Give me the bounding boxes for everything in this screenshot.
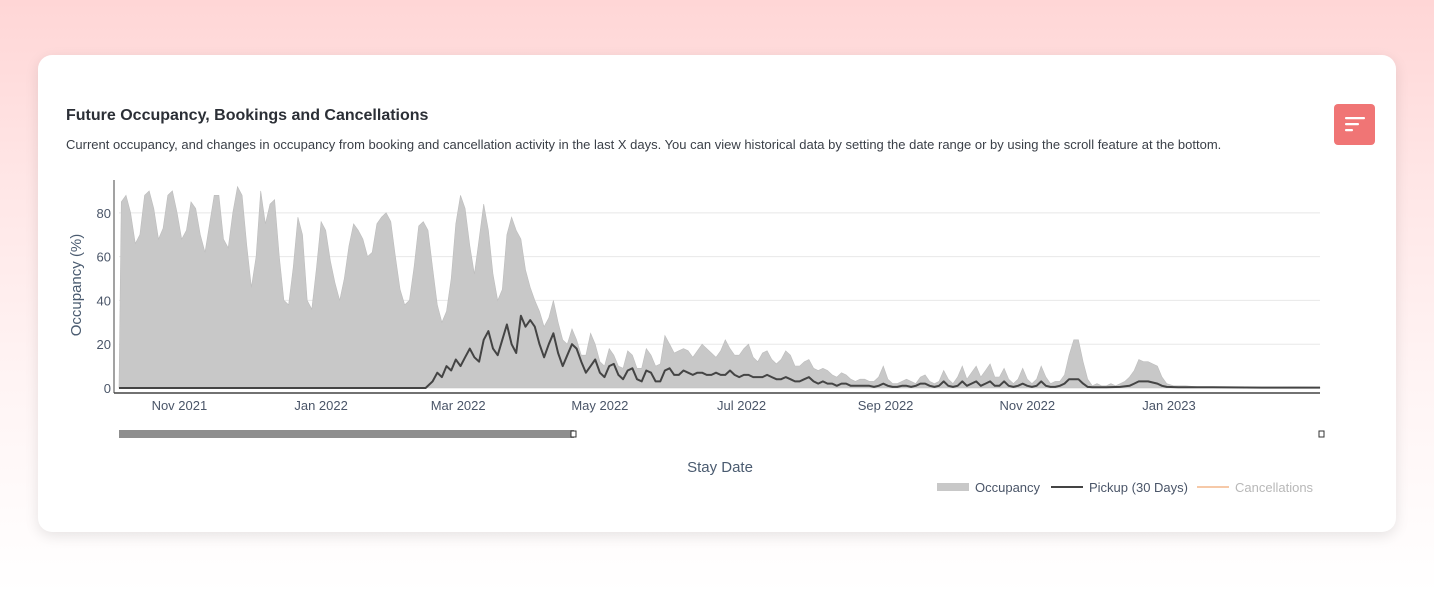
range-slider-track[interactable] [119, 430, 574, 438]
y-tick-label: 20 [97, 337, 111, 352]
legend-swatch-occupancy [937, 483, 969, 491]
y-tick-label: 0 [104, 381, 111, 396]
legend-label-occupancy: Occupancy [975, 480, 1041, 495]
x-tick-label: Sep 2022 [858, 398, 914, 413]
x-tick-label: Mar 2022 [431, 398, 486, 413]
range-slider-handle-right[interactable] [1318, 430, 1325, 438]
x-tick-label: May 2022 [571, 398, 628, 413]
legend-label-cancellations: Cancellations [1235, 480, 1314, 495]
axes [113, 180, 1320, 394]
x-tick-label: Nov 2021 [152, 398, 208, 413]
chart-title: Future Occupancy, Bookings and Cancellat… [66, 107, 429, 124]
sort-lines-icon [1345, 117, 1365, 132]
range-slider[interactable] [119, 430, 1325, 438]
x-axis-title: Stay Date [687, 459, 753, 476]
y-tick-label: 40 [97, 293, 111, 308]
y-tick-label: 80 [97, 206, 111, 221]
y-tick-label: 60 [97, 250, 111, 265]
legend-label-pickup: Pickup (30 Days) [1089, 480, 1188, 495]
tick-labels: 0 20 40 60 80 Nov 2021 Jan 2022 Mar 2022 May 202… [97, 206, 1196, 413]
pickup-line [119, 314, 1320, 389]
legend-item-pickup[interactable]: Pickup (30 Days) [1051, 480, 1188, 495]
y-axis-title: Occupancy (%) [68, 234, 85, 337]
legend-item-cancellations[interactable]: Cancellations [1197, 480, 1314, 495]
legend-item-occupancy[interactable]: Occupancy [937, 480, 1041, 495]
x-tick-label: Nov 2022 [999, 398, 1055, 413]
range-slider-handle-left[interactable] [570, 430, 577, 438]
legend: Occupancy Pickup (30 Days) Cancellations [937, 480, 1314, 495]
chart-subtitle: Current occupancy, and changes in occupa… [66, 137, 1222, 152]
occupancy-area [118, 185, 1321, 389]
x-tick-label: Jul 2022 [717, 398, 766, 413]
chart-menu-button[interactable] [1334, 104, 1375, 145]
x-tick-label: Jan 2022 [294, 398, 348, 413]
x-tick-label: Jan 2023 [1142, 398, 1196, 413]
series-layer [118, 185, 1321, 389]
